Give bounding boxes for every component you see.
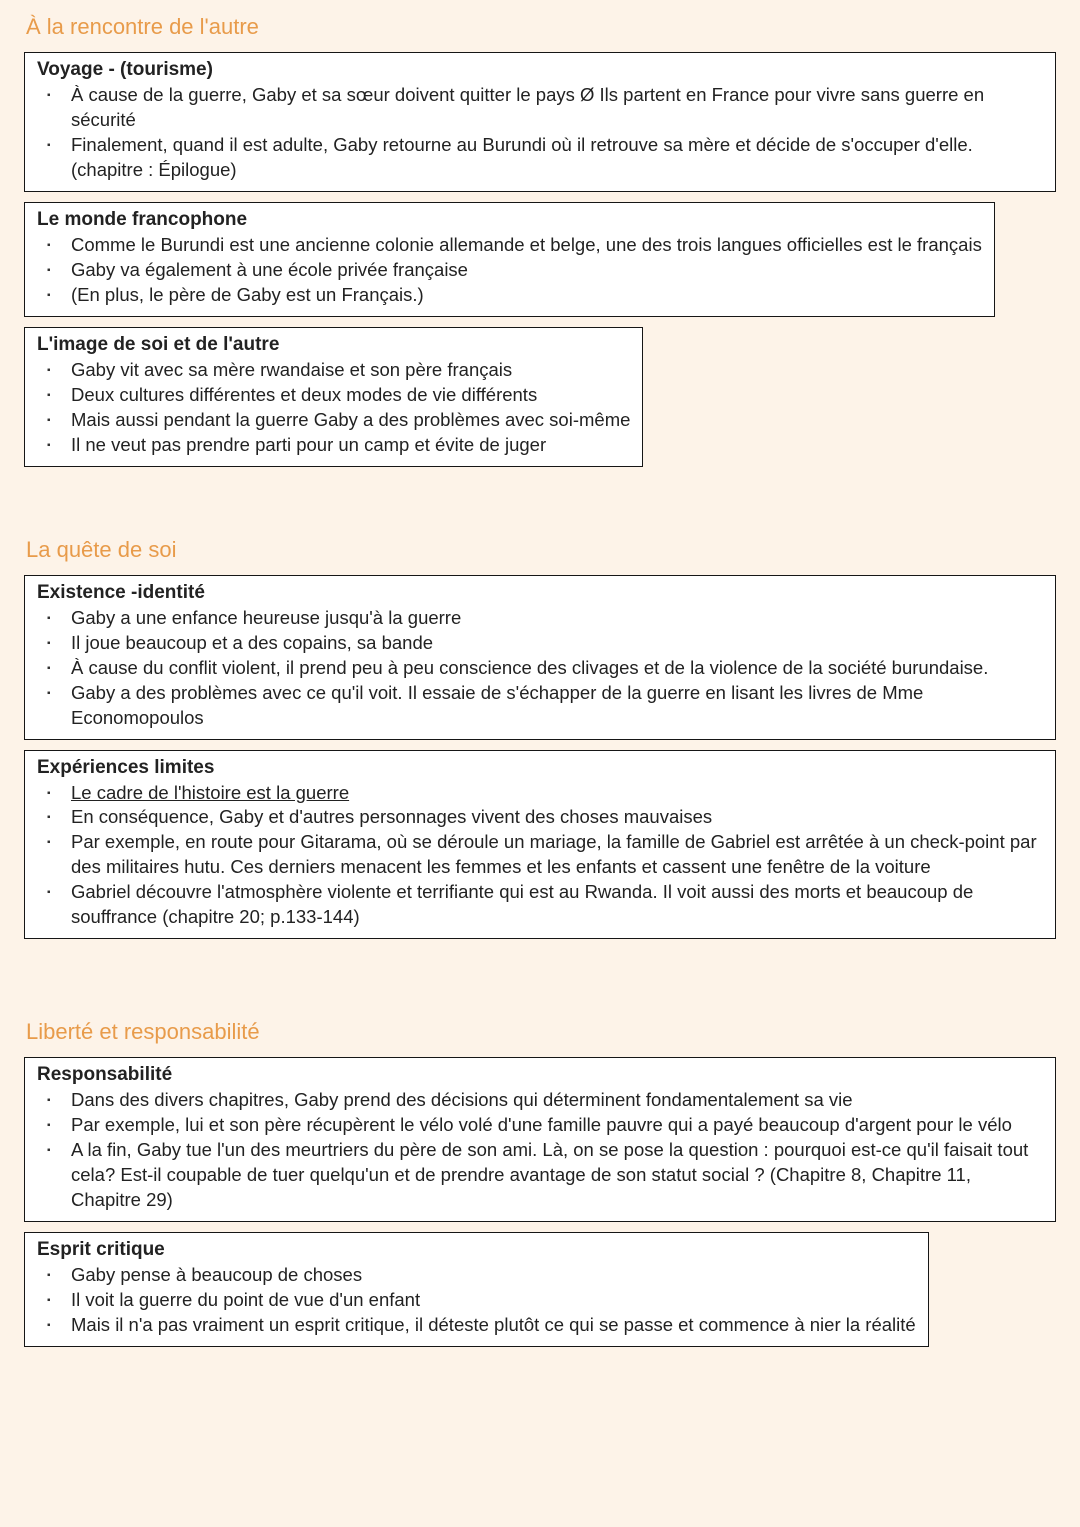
list-item: Il ne veut pas prendre parti pour un cam… <box>37 433 630 458</box>
list-item-text: Deux cultures différentes et deux modes … <box>71 384 537 405</box>
list-item-text: Par exemple, en route pour Gitarama, où … <box>71 831 1037 877</box>
box-title: Existence -identité <box>37 582 1043 604</box>
list-item-text: Mais aussi pendant la guerre Gaby a des … <box>71 409 630 430</box>
list-item: Dans des divers chapitres, Gaby prend de… <box>37 1088 1043 1113</box>
list-item: A la fin, Gaby tue l'un des meurtriers d… <box>37 1138 1043 1213</box>
list-item: Le cadre de l'histoire est la guerre <box>37 781 1043 806</box>
section-heading: À la rencontre de l'autre <box>24 14 1056 40</box>
bullet-list: Le cadre de l'histoire est la guerre En c… <box>37 781 1043 931</box>
box-title: Voyage - (tourisme) <box>37 59 1043 81</box>
box-title: L'image de soi et de l'autre <box>37 334 630 356</box>
list-item: Comme le Burundi est une ancienne coloni… <box>37 233 982 258</box>
bullet-list: Gaby vit avec sa mère rwandaise et son p… <box>37 358 630 458</box>
list-item: Mais aussi pendant la guerre Gaby a des … <box>37 408 630 433</box>
list-item-text: (En plus, le père de Gaby est un Françai… <box>71 284 424 305</box>
content-box: Esprit critiqueGaby pense à beaucoup de … <box>24 1232 929 1347</box>
list-item: Il voit la guerre du point de vue d'un e… <box>37 1288 916 1313</box>
list-item-text: Gaby vit avec sa mère rwandaise et son p… <box>71 359 512 380</box>
box-title: Le monde francophone <box>37 209 982 231</box>
list-item: Finalement, quand il est adulte, Gaby re… <box>37 133 1043 183</box>
list-item-text: À cause du conflit violent, il prend peu… <box>71 657 988 678</box>
bullet-list: Dans des divers chapitres, Gaby prend de… <box>37 1088 1043 1213</box>
list-item-text: Finalement, quand il est adulte, Gaby re… <box>71 134 973 180</box>
list-item: À cause du conflit violent, il prend peu… <box>37 656 1043 681</box>
content-box: Responsabilité Dans des divers chapitres,… <box>24 1057 1056 1222</box>
list-item-text: Gaby a une enfance heureuse jusqu'à la g… <box>71 607 461 628</box>
content-box: Voyage - (tourisme) À cause de la guerre,… <box>24 52 1056 192</box>
list-item: Gabriel découvre l'atmosphère violente e… <box>37 880 1043 930</box>
box-title: Expériences limites <box>37 757 1043 779</box>
content-box: Existence -identité Gaby a une enfance he… <box>24 575 1056 740</box>
list-item-text: Comme le Burundi est une ancienne coloni… <box>71 234 982 255</box>
list-item-text: A la fin, Gaby tue l'un des meurtriers d… <box>71 1139 1028 1210</box>
content-box: Le monde francophone Comme le Burundi est… <box>24 202 995 317</box>
list-item-text: Gaby a des problèmes avec ce qu'il voit.… <box>71 682 923 728</box>
list-item: En conséquence, Gaby et d'autres personn… <box>37 805 1043 830</box>
box-title: Esprit critique <box>37 1239 916 1261</box>
bullet-list: Gaby a une enfance heureuse jusqu'à la g… <box>37 606 1043 731</box>
list-item: Gaby vit avec sa mère rwandaise et son p… <box>37 358 630 383</box>
list-item: Par exemple, lui et son père récupèrent … <box>37 1113 1043 1138</box>
document-page: À la rencontre de l'autre Voyage - (touri… <box>0 0 1080 1357</box>
bullet-list: Gaby pense à beaucoup de choses Il voit l… <box>37 1263 916 1338</box>
list-item-text: Il joue beaucoup et a des copains, sa ba… <box>71 632 433 653</box>
list-item: Gaby va également à une école privée fra… <box>37 258 982 283</box>
list-item: Gaby a des problèmes avec ce qu'il voit.… <box>37 681 1043 731</box>
list-item: À cause de la guerre, Gaby et sa sœur do… <box>37 83 1043 133</box>
list-item-text: Gaby va également à une école privée fra… <box>71 259 468 280</box>
list-item-text: Le cadre de l'histoire est la guerre <box>71 782 349 803</box>
list-item-text: Dans des divers chapitres, Gaby prend de… <box>71 1089 853 1110</box>
bullet-list: Comme le Burundi est une ancienne coloni… <box>37 233 982 308</box>
list-item-text: À cause de la guerre, Gaby et sa sœur do… <box>71 84 984 130</box>
list-item: Il joue beaucoup et a des copains, sa ba… <box>37 631 1043 656</box>
list-item-text: Mais il n'a pas vraiment un esprit criti… <box>71 1314 916 1335</box>
list-item: Gaby a une enfance heureuse jusqu'à la g… <box>37 606 1043 631</box>
bullet-list: À cause de la guerre, Gaby et sa sœur do… <box>37 83 1043 183</box>
section-heading: Liberté et responsabilité <box>24 1019 1056 1045</box>
content-box: Expériences limitesLe cadre de l'histoir… <box>24 750 1056 940</box>
content-box: L'image de soi et de l'autre Gaby vit ave… <box>24 327 643 467</box>
list-item: Deux cultures différentes et deux modes … <box>37 383 630 408</box>
list-item-text: Gabriel découvre l'atmosphère violente e… <box>71 881 973 927</box>
list-item: Gaby pense à beaucoup de choses <box>37 1263 916 1288</box>
list-item-text: Gaby pense à beaucoup de choses <box>71 1264 362 1285</box>
list-item: (En plus, le père de Gaby est un Françai… <box>37 283 982 308</box>
section-heading: La quête de soi <box>24 537 1056 563</box>
list-item: Mais il n'a pas vraiment un esprit criti… <box>37 1313 916 1338</box>
list-item-text: Par exemple, lui et son père récupèrent … <box>71 1114 1012 1135</box>
list-item-text: Il ne veut pas prendre parti pour un cam… <box>71 434 546 455</box>
list-item-text: Il voit la guerre du point de vue d'un e… <box>71 1289 420 1310</box>
list-item-text: En conséquence, Gaby et d'autres personn… <box>71 806 712 827</box>
list-item: Par exemple, en route pour Gitarama, où … <box>37 830 1043 880</box>
box-title: Responsabilité <box>37 1064 1043 1086</box>
